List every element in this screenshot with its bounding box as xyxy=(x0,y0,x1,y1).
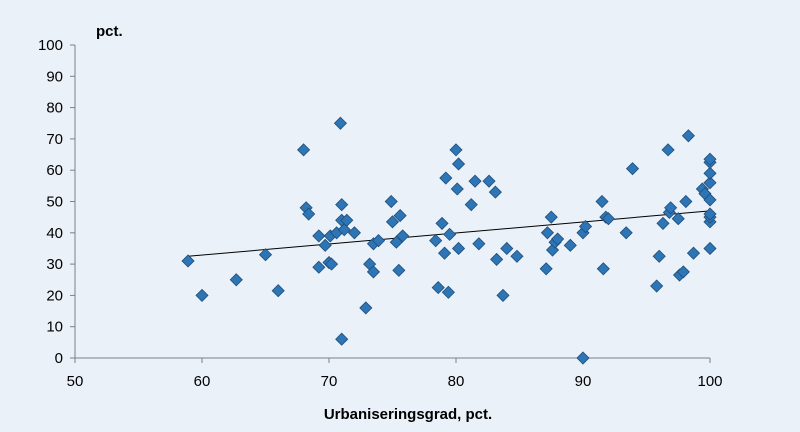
y-tick-label: 100 xyxy=(38,37,63,54)
data-point xyxy=(451,157,466,171)
data-point xyxy=(371,234,386,248)
data-point xyxy=(335,198,349,212)
data-point xyxy=(601,212,615,226)
y-tick-label: 60 xyxy=(46,162,63,179)
data-point xyxy=(703,241,717,256)
data-point xyxy=(258,248,273,262)
data-point xyxy=(661,143,675,157)
data-point xyxy=(337,223,351,237)
data-point xyxy=(297,143,311,157)
x-tick-label: 80 xyxy=(448,373,465,390)
data-point xyxy=(625,162,640,176)
data-point xyxy=(431,281,445,295)
data-point xyxy=(366,265,381,279)
data-point xyxy=(464,198,478,212)
data-point xyxy=(664,201,678,215)
data-point xyxy=(496,288,510,302)
x-tick-label: 60 xyxy=(194,373,211,390)
data-point xyxy=(703,152,717,166)
data-point xyxy=(312,260,326,274)
data-point xyxy=(441,285,455,299)
data-point xyxy=(490,252,504,266)
data-point xyxy=(703,193,717,207)
x-tick-label: 100 xyxy=(697,373,722,390)
y-tick-label: 30 xyxy=(46,256,63,273)
y-tick-label: 80 xyxy=(46,100,63,117)
data-point xyxy=(392,263,406,277)
y-tick-label: 20 xyxy=(46,287,63,304)
y-axis-title: pct. xyxy=(96,23,123,40)
data-point xyxy=(551,232,565,246)
data-point xyxy=(540,226,555,240)
data-point xyxy=(656,216,670,230)
data-point xyxy=(652,249,666,263)
data-point xyxy=(435,216,449,230)
x-axis-title: Urbaniseringsgrad, pct. xyxy=(324,406,492,423)
data-point xyxy=(596,262,610,276)
y-tick-label: 90 xyxy=(46,68,63,85)
data-point xyxy=(619,226,633,240)
data-point xyxy=(595,194,609,209)
y-tick-label: 50 xyxy=(46,194,63,211)
data-point xyxy=(385,215,400,229)
data-point xyxy=(578,219,593,234)
y-tick-label: 70 xyxy=(46,131,63,148)
data-point xyxy=(686,246,701,260)
data-point xyxy=(389,235,403,249)
data-point xyxy=(703,176,717,190)
data-point xyxy=(333,116,347,130)
data-point xyxy=(195,288,209,302)
data-point xyxy=(703,207,717,221)
data-point xyxy=(488,185,502,199)
data-point xyxy=(340,213,354,227)
data-point xyxy=(429,234,443,248)
x-tick-label: 90 xyxy=(575,373,592,390)
y-ticks: 0 10 20 30 40 50 60 70 80 90 100 xyxy=(38,37,75,367)
x-tick-label: 50 xyxy=(67,373,84,390)
y-tick-label: 40 xyxy=(46,225,63,242)
x-ticks: 50 60 70 80 90 100 xyxy=(67,358,723,390)
data-point xyxy=(318,238,332,252)
data-point xyxy=(671,212,685,226)
y-tick-label: 10 xyxy=(46,319,63,336)
data-point xyxy=(576,351,590,365)
data-point xyxy=(324,257,339,271)
data-point xyxy=(539,262,553,276)
data-point xyxy=(439,171,453,185)
data-point xyxy=(703,166,717,180)
data-point xyxy=(472,237,486,251)
data-point xyxy=(443,227,457,241)
data-point xyxy=(335,332,349,346)
data-point xyxy=(500,241,514,256)
data-point xyxy=(271,284,285,298)
data-point xyxy=(468,174,482,188)
data-point xyxy=(510,249,524,263)
data-point xyxy=(482,174,496,188)
y-tick-label: 0 xyxy=(55,350,63,367)
data-point xyxy=(449,143,463,157)
data-point xyxy=(563,238,577,252)
data-point xyxy=(438,246,452,260)
data-point xyxy=(393,209,407,223)
data-point xyxy=(384,194,398,209)
x-tick-label: 70 xyxy=(321,373,338,390)
data-point xyxy=(229,273,243,287)
data-point xyxy=(312,229,326,243)
data-point xyxy=(679,194,693,209)
data-point xyxy=(676,265,690,279)
data-point xyxy=(359,301,373,315)
data-point xyxy=(544,210,558,224)
data-point xyxy=(347,226,361,240)
data-point xyxy=(650,279,664,293)
data-point xyxy=(681,129,695,143)
data-point xyxy=(396,229,410,243)
data-point xyxy=(181,254,195,268)
data-points xyxy=(181,116,717,365)
data-point xyxy=(302,207,316,221)
data-point xyxy=(450,182,464,196)
data-point xyxy=(451,241,466,256)
